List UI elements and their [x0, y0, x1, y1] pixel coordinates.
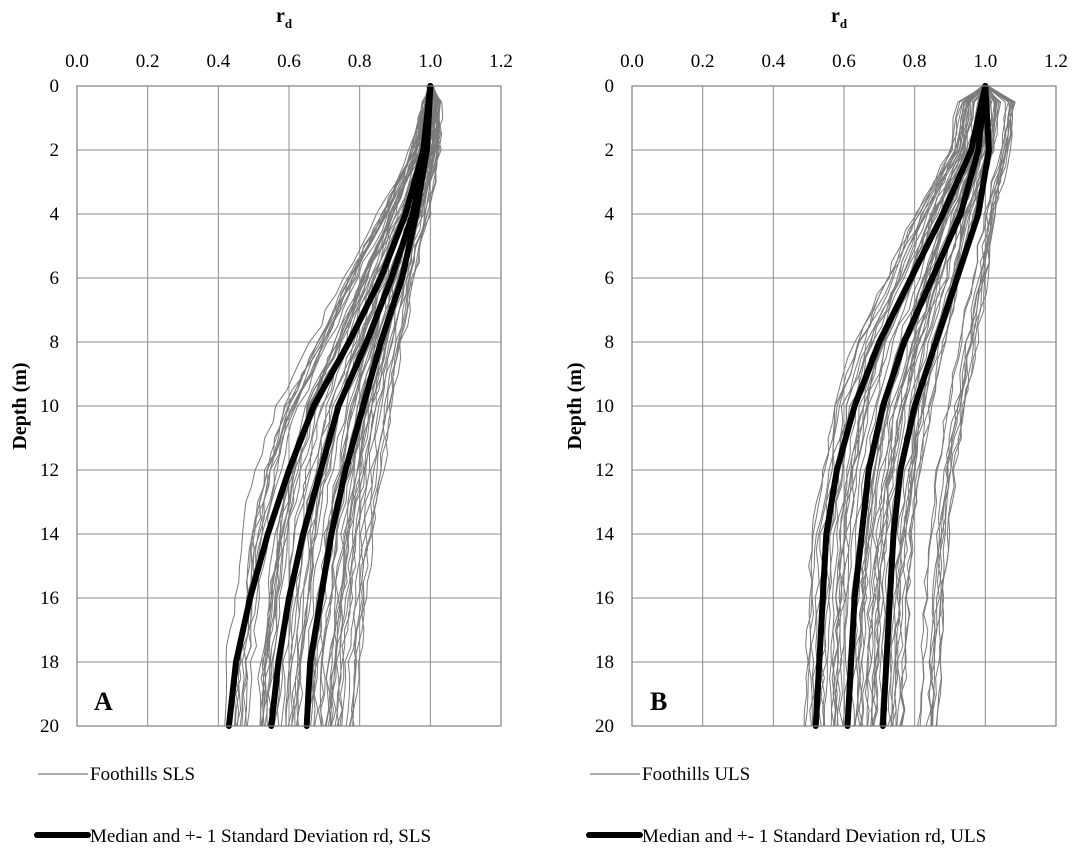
sample-line — [243, 85, 430, 727]
sample-line — [930, 85, 1012, 727]
sample-line — [896, 85, 1000, 727]
y-tick-label: 0 — [50, 76, 60, 97]
stat-lines — [225, 83, 434, 729]
x-tick-label: 1.0 — [418, 51, 442, 72]
sample-line — [341, 85, 440, 727]
y-tick-label: 10 — [40, 396, 59, 417]
sample-line — [859, 85, 987, 727]
chart-panel-a: 0.0 0.2 0.4 0.6 0.8 1.0 1.2 0 2 4 6 8 10 12 14 16 18 20 rd… — [9, 5, 513, 847]
y-tick-label: 6 — [605, 268, 615, 289]
x-tick-label: 1.2 — [489, 51, 513, 72]
plot-frame — [631, 85, 1057, 727]
y-tick-label: 14 — [40, 524, 60, 545]
y-tick-label: 14 — [595, 524, 615, 545]
sample-line — [930, 85, 1014, 727]
sample-line — [350, 85, 443, 727]
legend-label-samples: Foothills SLS — [90, 764, 195, 785]
y-tick-label: 12 — [595, 460, 614, 481]
y-tick-label: 18 — [595, 652, 614, 673]
sample-line — [260, 85, 430, 727]
x-tick-label: 0.4 — [761, 51, 785, 72]
y-tick-label: 8 — [50, 332, 60, 353]
legend-label-samples: Foothills ULS — [642, 764, 750, 785]
y-axis-title: Depth (m) — [564, 362, 586, 449]
sample-line — [239, 85, 433, 727]
y-tick-label: 16 — [40, 588, 59, 609]
x-tick-label: 0.2 — [136, 51, 160, 72]
sample-line — [831, 85, 983, 727]
sample-line — [894, 85, 997, 727]
sample-line — [867, 85, 986, 727]
x-tick-label: 1.2 — [1044, 51, 1068, 72]
sample-line — [224, 85, 432, 727]
sample-line — [809, 85, 989, 727]
x-tick-label: 0.6 — [277, 51, 301, 72]
plot-frame — [76, 85, 502, 727]
sample-line — [807, 85, 983, 727]
sample-line — [246, 85, 429, 727]
x-tick-label: 0.8 — [348, 51, 372, 72]
sample-line — [334, 85, 440, 727]
stat-line--1-sd — [812, 83, 989, 729]
legend-label-stats: Median and +- 1 Standard Deviation rd, U… — [642, 826, 986, 847]
legend: Foothills SLS Median and +- 1 Standard De… — [34, 764, 431, 847]
y-tick-label: 0 — [605, 76, 615, 97]
y-tick-label: 8 — [605, 332, 615, 353]
sample-line — [349, 85, 441, 727]
x-tick-label: 0.0 — [65, 51, 89, 72]
y-axis-title: Depth (m) — [9, 362, 31, 449]
x-tick-label: 1.0 — [973, 51, 997, 72]
legend: Foothills ULS Median and +- 1 Standard De… — [586, 764, 986, 847]
x-tick-label: 0.8 — [903, 51, 927, 72]
y-tick-label: 20 — [595, 716, 614, 737]
sample-line — [803, 85, 985, 727]
sample-line — [890, 85, 998, 727]
x-axis-title: rd — [276, 5, 293, 31]
sample-line — [870, 85, 989, 727]
x-axis-title: rd — [831, 5, 848, 31]
y-tick-label: 16 — [595, 588, 614, 609]
sample-line — [838, 85, 989, 727]
chart-panel-b: 0.0 0.2 0.4 0.6 0.8 1.0 1.2 0 2 4 6 8 10 12 14 16 18 20 rd… — [564, 5, 1068, 847]
y-tick-label: 2 — [50, 140, 60, 161]
sample-line — [936, 85, 1014, 727]
x-tick-label: 0.4 — [206, 51, 230, 72]
sample-line — [927, 85, 1011, 727]
y-tick-label: 18 — [40, 652, 59, 673]
y-tick-label: 6 — [50, 268, 60, 289]
sample-line — [932, 85, 1016, 727]
y-tick-label: 12 — [40, 460, 59, 481]
y-tick-label: 10 — [595, 396, 614, 417]
stat-line-median — [844, 83, 989, 729]
y-tick-label: 4 — [50, 204, 60, 225]
sample-line — [241, 85, 429, 727]
x-tick-label: 0.6 — [832, 51, 856, 72]
x-tick-label: 0.0 — [620, 51, 644, 72]
sample-line — [879, 85, 991, 727]
x-tick-label: 0.2 — [691, 51, 715, 72]
sample-line — [812, 85, 984, 727]
sample-line — [917, 85, 1009, 727]
y-tick-label: 4 — [605, 204, 615, 225]
panel-label: A — [94, 687, 113, 716]
y-tick-label: 2 — [605, 140, 615, 161]
sample-line — [834, 85, 983, 727]
stat-line--1-sd — [303, 83, 434, 729]
sample-line — [257, 85, 434, 727]
stat-line--1-sd — [225, 83, 434, 729]
sample-line — [864, 85, 989, 727]
panel-label: B — [650, 687, 667, 716]
y-tick-label: 20 — [40, 716, 59, 737]
stat-lines — [812, 83, 992, 729]
sample-line — [280, 85, 432, 727]
legend-label-stats: Median and +- 1 Standard Deviation rd, S… — [90, 826, 431, 847]
stat-line--1-sd — [879, 83, 992, 729]
sample-line — [352, 85, 444, 727]
sample-line — [842, 85, 989, 727]
sample-line — [820, 85, 988, 727]
